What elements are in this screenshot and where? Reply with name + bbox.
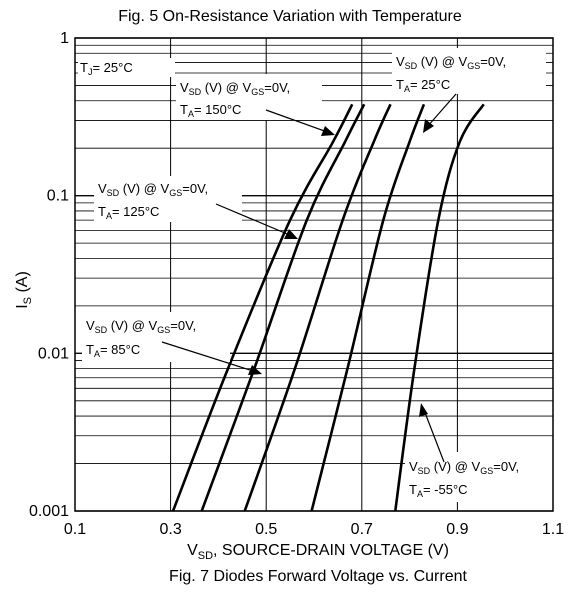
condition-label: TJ= 25°C <box>80 60 133 77</box>
svg-text:VSD (V) @ VGS=0V,: VSD (V) @ VGS=0V, <box>180 80 290 97</box>
svg-text:VSD (V) @ VGS=0V,: VSD (V) @ VGS=0V, <box>98 181 208 198</box>
series-line-2 <box>243 103 392 512</box>
x-tick-label: 0.7 <box>351 521 373 538</box>
svg-text:TA= 25°C: TA= 25°C <box>396 77 450 94</box>
y-tick-labels: 0.001 0.01 0.1 1 <box>29 30 69 520</box>
series-line-1 <box>200 103 366 512</box>
y-tick-label: 1 <box>60 30 69 47</box>
y-tick-label: 0.01 <box>38 345 69 362</box>
series-layer <box>171 103 485 512</box>
svg-text:VSD (V) @ VGS=0V,: VSD (V) @ VGS=0V, <box>396 54 506 71</box>
svg-text:IS (A): IS (A) <box>14 271 34 309</box>
y-axis-label: IS (A) <box>14 271 34 309</box>
y-tick-label: 0.1 <box>47 188 69 205</box>
x-tick-label: 0.1 <box>64 521 86 538</box>
svg-text:VSD (V) @ VGS=0V,: VSD (V) @ VGS=0V, <box>86 318 196 335</box>
series-line-3 <box>310 103 426 512</box>
series-line-4 <box>394 103 485 512</box>
plot-frame <box>74 37 554 512</box>
series-line-0 <box>171 103 354 512</box>
x-tick-label: 0.3 <box>159 521 181 538</box>
annotation-85c: VSD (V) @ VGS=0V, TA= 85°C <box>82 312 262 375</box>
svg-text:TA= 125°C: TA= 125°C <box>98 204 159 221</box>
x-axis-label: VSD, SOURCE-DRAIN VOLTAGE (V) <box>187 542 449 562</box>
x-tick-label: 0.5 <box>255 521 277 538</box>
x-tick-labels: 0.1 0.3 0.5 0.7 0.9 1.1 <box>64 521 564 538</box>
annotation-125c: VSD (V) @ VGS=0V, TA= 125°C <box>94 176 298 239</box>
svg-text:VSD (V) @ VGS=0V,: VSD (V) @ VGS=0V, <box>409 459 519 476</box>
chart-title: Fig. 5 On-Resistance Variation with Temp… <box>118 8 462 25</box>
condition-label-bg <box>78 58 175 77</box>
annotation-minus55c: VSD (V) @ VGS=0V, TA= -55°C <box>405 403 553 502</box>
svg-text:TA= 150°C: TA= 150°C <box>180 102 241 119</box>
annotation-150c: VSD (V) @ VGS=0V, TA= 150°C <box>176 74 335 136</box>
chart-caption: Fig. 7 Diodes Forward Voltage vs. Curren… <box>169 568 467 585</box>
x-tick-label: 1.1 <box>542 521 564 538</box>
y-tick-label: 0.001 <box>29 503 69 520</box>
svg-text:TA= -55°C: TA= -55°C <box>409 482 468 499</box>
svg-text:TA= 85°C: TA= 85°C <box>86 342 140 359</box>
annotation-25c: VSD (V) @ VGS=0V, TA= 25°C <box>392 48 546 133</box>
x-tick-label: 0.9 <box>446 521 468 538</box>
